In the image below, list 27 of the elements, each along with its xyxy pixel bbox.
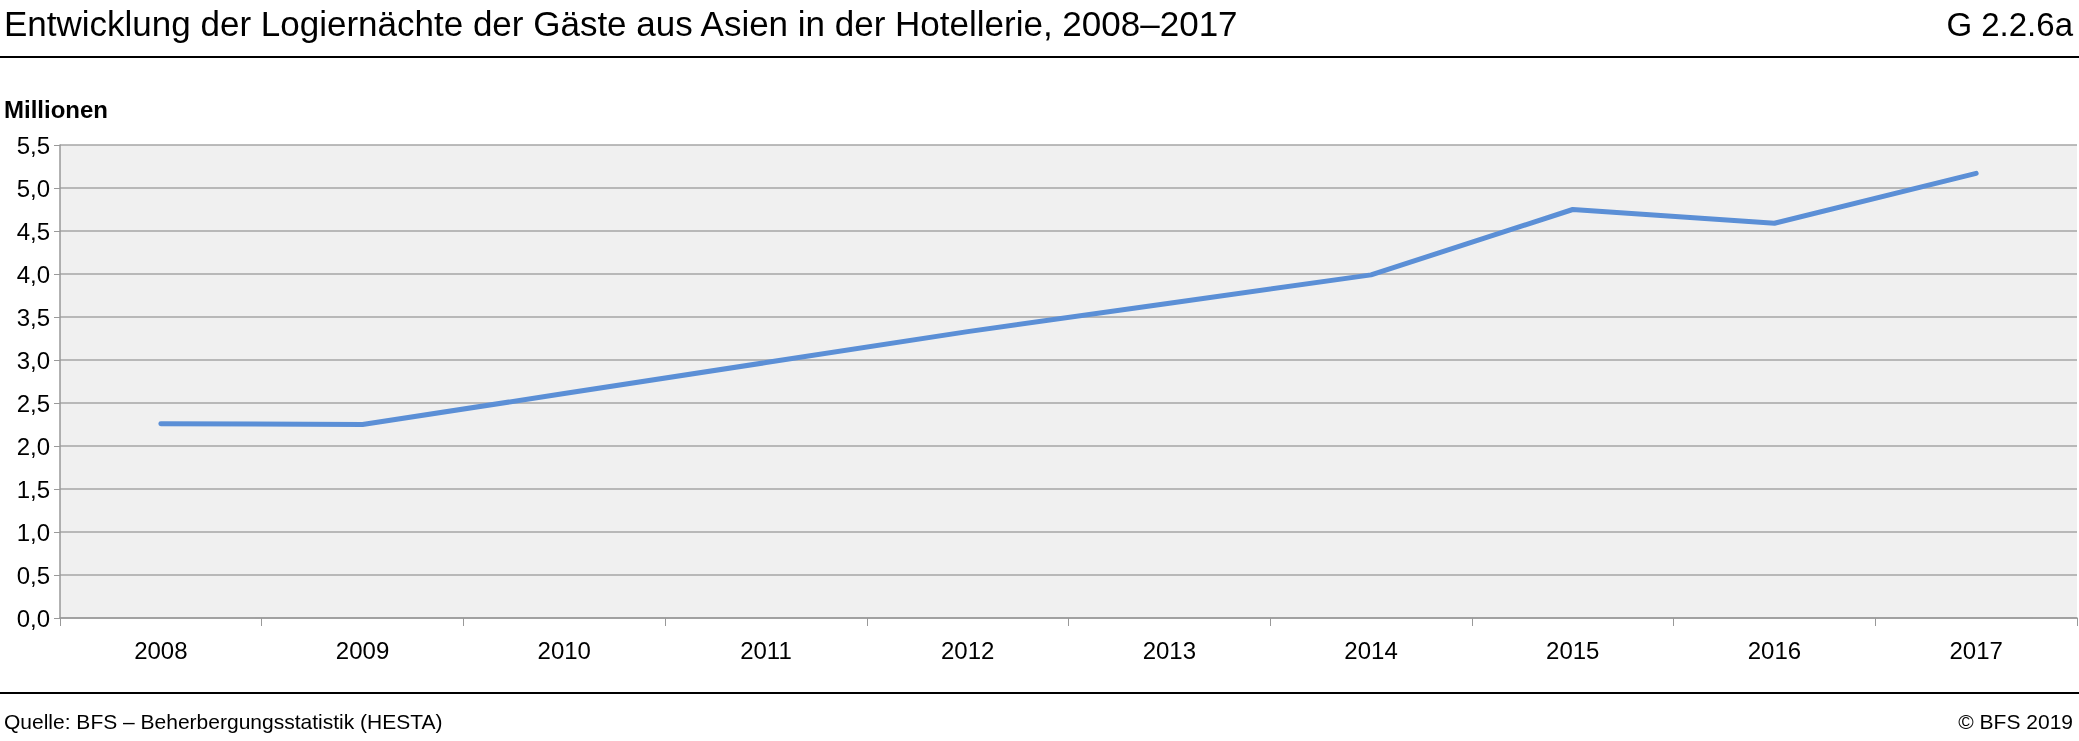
y-tick-label: 0,5 — [16, 561, 50, 589]
y-axis-title: Millionen — [4, 96, 108, 124]
x-tick-label: 2014 — [1344, 636, 1398, 664]
x-tick-label: 2012 — [940, 636, 995, 664]
x-tick-label: 2009 — [335, 636, 390, 664]
y-tick-label: 2,0 — [16, 432, 50, 460]
x-tick-label: 2015 — [1546, 636, 1600, 664]
source-note: Quelle: BFS – Beherbergungsstatistik (HESTA) — [4, 710, 443, 734]
y-tick-label: 5,5 — [16, 131, 50, 159]
x-tick-label: 2010 — [537, 636, 591, 664]
text: © BFS 2019 — [1958, 710, 2073, 734]
y-tick-label: 1,5 — [16, 475, 50, 503]
x-tick-label: 2017 — [1949, 636, 2003, 664]
y-tick-label: 3,5 — [16, 303, 50, 331]
y-tick-label: 4,0 — [16, 260, 50, 288]
x-tick-label: 2008 — [134, 636, 188, 664]
x-tick-label: 2013 — [1142, 636, 1197, 664]
y-tick-label: 1,0 — [16, 518, 50, 546]
x-tick-label: 2016 — [1747, 636, 1802, 664]
text: G 2.2.6a — [1946, 6, 2073, 44]
y-tick-label: 2,5 — [16, 389, 50, 417]
y-tick-label: 0,0 — [16, 604, 50, 632]
x-tick-label: 2011 — [740, 636, 792, 664]
y-tick-label: 3,0 — [16, 346, 50, 374]
y-tick-label: 4,5 — [16, 217, 50, 245]
chart-title: Entwicklung der Logiernächte der Gäste aus Asien in der Hotellerie, 2008–2017 — [4, 4, 1238, 44]
y-tick-label: 5,0 — [16, 174, 50, 202]
